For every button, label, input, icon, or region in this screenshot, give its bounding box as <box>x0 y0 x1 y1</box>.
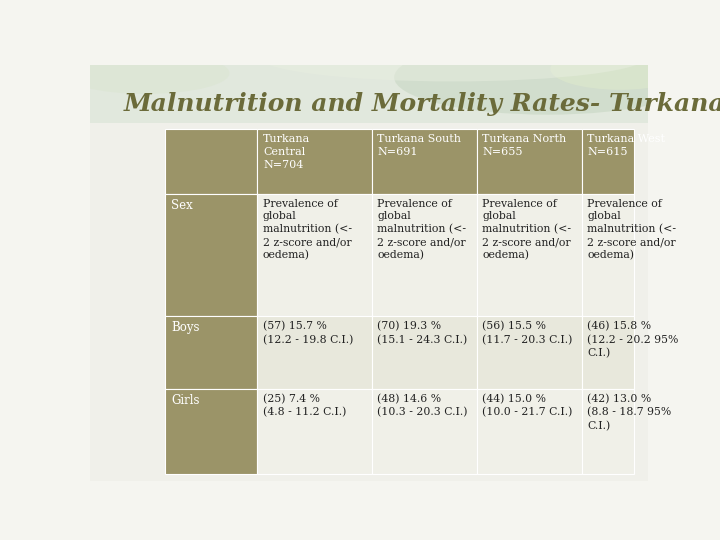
Text: (25) 7.4 %
(4.8 - 11.2 C.I.): (25) 7.4 % (4.8 - 11.2 C.I.) <box>263 394 346 417</box>
Ellipse shape <box>62 52 230 94</box>
Bar <box>477 194 582 316</box>
Bar <box>258 389 372 474</box>
Bar <box>477 129 582 194</box>
Bar <box>372 316 477 389</box>
Text: Turkana South
N=691: Turkana South N=691 <box>377 134 462 157</box>
Bar <box>582 316 634 389</box>
Ellipse shape <box>550 48 690 90</box>
Text: Prevalence of
global
malnutrition (<-
2 z-score and/or
oedema): Prevalence of global malnutrition (<- 2 … <box>263 199 352 261</box>
Text: Malnutrition and Mortality Rates- Turkana County: Malnutrition and Mortality Rates- Turkan… <box>124 92 720 116</box>
Bar <box>477 389 582 474</box>
Bar <box>258 316 372 389</box>
Ellipse shape <box>394 40 701 114</box>
Text: Turkana North
N=655: Turkana North N=655 <box>482 134 567 157</box>
Bar <box>582 389 634 474</box>
Bar <box>258 194 372 316</box>
Bar <box>582 129 634 194</box>
Bar <box>477 316 582 389</box>
Text: (44) 15.0 %
(10.0 - 21.7 C.I.): (44) 15.0 % (10.0 - 21.7 C.I.) <box>482 394 572 417</box>
Bar <box>372 194 477 316</box>
Text: (70) 19.3 %
(15.1 - 24.3 C.I.): (70) 19.3 % (15.1 - 24.3 C.I.) <box>377 321 467 345</box>
Ellipse shape <box>258 31 648 82</box>
Text: Prevalence of
global
malnutrition (<-
2 z-score and/or
oedema): Prevalence of global malnutrition (<- 2 … <box>588 199 676 261</box>
FancyBboxPatch shape <box>90 65 648 123</box>
Text: Prevalence of
global
malnutrition (<-
2 z-score and/or
oedema): Prevalence of global malnutrition (<- 2 … <box>377 199 467 261</box>
Text: (57) 15.7 %
(12.2 - 19.8 C.I.): (57) 15.7 % (12.2 - 19.8 C.I.) <box>263 321 354 345</box>
Bar <box>372 129 477 194</box>
Text: Prevalence of
global
malnutrition (<-
2 z-score and/or
oedema): Prevalence of global malnutrition (<- 2 … <box>482 199 571 261</box>
Text: Boys: Boys <box>171 321 199 334</box>
Text: (56) 15.5 %
(11.7 - 20.3 C.I.): (56) 15.5 % (11.7 - 20.3 C.I.) <box>482 321 572 345</box>
Text: Sex: Sex <box>171 199 193 212</box>
Bar <box>166 129 258 194</box>
Bar <box>372 389 477 474</box>
Text: (46) 15.8 %
(12.2 - 20.2 95%
C.I.): (46) 15.8 % (12.2 - 20.2 95% C.I.) <box>588 321 678 358</box>
Text: Girls: Girls <box>171 394 199 407</box>
Bar <box>582 194 634 316</box>
Text: (48) 14.6 %
(10.3 - 20.3 C.I.): (48) 14.6 % (10.3 - 20.3 C.I.) <box>377 394 468 417</box>
Text: Turkana
Central
N=704: Turkana Central N=704 <box>263 134 310 170</box>
Bar <box>258 129 372 194</box>
Bar <box>166 316 258 389</box>
Text: Turkana West
N=615: Turkana West N=615 <box>588 134 665 157</box>
Bar <box>166 389 258 474</box>
Text: (42) 13.0 %
(8.8 - 18.7 95%
C.I.): (42) 13.0 % (8.8 - 18.7 95% C.I.) <box>588 394 672 431</box>
Bar <box>166 194 258 316</box>
FancyBboxPatch shape <box>90 65 648 481</box>
